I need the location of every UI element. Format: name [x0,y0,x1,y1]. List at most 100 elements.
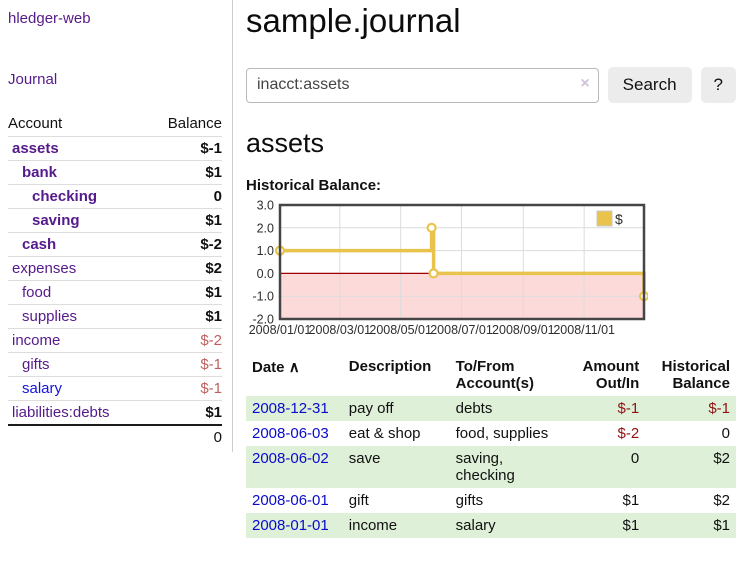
page-title: sample.journal [246,2,461,39]
transaction-description: save [348,450,381,467]
svg-text:1.0: 1.0 [257,244,274,258]
nav-journal-link[interactable]: Journal [8,71,58,88]
account-link[interactable]: supplies [22,308,78,325]
svg-text:0.0: 0.0 [257,267,274,281]
account-balance: $-1 [147,136,222,161]
transaction-balance: $2 [713,450,730,467]
register-header-date[interactable]: Date ∧ [246,354,343,396]
transaction-date-link[interactable]: 2008-06-03 [252,425,329,442]
svg-text:2008/11/01: 2008/11/01 [553,323,615,337]
transaction-date-link[interactable]: 2008-06-01 [252,492,329,509]
transaction-row: 2008-06-01 gift gifts $1 $2 [246,488,736,513]
account-link[interactable]: expenses [12,260,77,277]
account-balance: $1 [147,208,222,233]
search-input-wrap: × [246,67,599,103]
account-heading: assets [246,128,325,158]
transaction-description: income [348,517,398,534]
transaction-balance: $2 [713,492,730,509]
accounts-total-value: 0 [147,424,222,449]
account-link[interactable]: gifts [22,356,50,373]
svg-text:2008/05/01: 2008/05/01 [369,323,432,337]
brand: hledger-web [8,10,222,27]
account-row: liabilities:debts $1 [8,400,222,425]
plot-border [278,203,646,321]
svg-text:2008/01/01: 2008/01/01 [249,323,312,337]
transaction-accounts: food, supplies [455,425,549,442]
app-layout: hledger-web Journal Account Balance asse… [0,0,736,538]
clear-search-icon[interactable]: × [580,74,590,92]
account-link[interactable]: income [12,332,61,349]
register-header-accounts: To/From Account(s) [455,358,534,392]
account-balance: $-2 [147,328,222,353]
account-link[interactable]: salary [22,380,63,397]
account-link[interactable]: bank [22,164,58,181]
sort-ascending-icon: ∧ [288,359,300,376]
svg-text:2008/09/01: 2008/09/01 [492,323,555,337]
brand-link[interactable]: hledger-web [8,10,91,27]
transaction-amount: 0 [630,450,640,467]
transaction-accounts: debts [455,400,493,417]
account-link[interactable]: assets [12,140,59,157]
account-balance: $2 [147,256,222,281]
accounts-header-account: Account [8,115,63,132]
accounts-total-spacer [8,424,148,449]
account-balance: $-1 [147,352,222,377]
accounts-header-row: Account Balance [8,112,222,137]
date-header-label: Date [252,359,285,376]
transaction-date-link[interactable]: 2008-01-01 [252,517,329,534]
register-header-amount: Amount Out/In [582,358,640,392]
transaction-accounts: gifts [455,492,484,509]
register-header-balance: Historical Balance [661,358,730,392]
account-row: income $-2 [8,328,222,353]
register-header-description: Description [348,358,432,375]
transaction-description: pay off [348,400,394,417]
svg-text:3.0: 3.0 [257,200,274,213]
transaction-balance: 0 [721,425,730,442]
account-balance: $1 [147,304,222,329]
transaction-row: 2008-01-01 income salary $1 $1 [246,513,736,538]
account-balance: $1 [147,280,222,305]
account-row: assets $-1 [8,136,222,161]
transaction-description: gift [348,492,369,509]
account-link[interactable]: food [22,284,52,301]
transaction-balance: $-1 [708,400,730,417]
account-row: cash $-2 [8,232,222,257]
search-button[interactable]: Search [607,67,692,103]
transaction-date-link[interactable]: 2008-12-31 [252,400,329,417]
account-row: checking 0 [8,184,222,209]
account-link[interactable]: saving [32,212,80,229]
axis-tick-labels: 3.0 2.0 1.0 0.0 -1.0 -2.02008/01/012008/03/01… [249,200,615,337]
account-row: salary $-1 [8,376,222,401]
accounts-total-row: 0 [8,424,222,449]
chart-title: Historical Balance: [246,177,382,194]
accounts-table: Account Balance assets $-1 bank $1 check… [8,112,222,449]
account-balance: $1 [147,160,222,185]
account-row: supplies $1 [8,304,222,329]
transaction-row: 2008-06-02 save saving, checking 0 $2 [246,446,736,488]
search-input[interactable] [246,67,599,103]
transaction-row: 2008-06-03 eat & shop food, supplies $-2… [246,421,736,446]
account-row: food $1 [8,280,222,305]
register-header-row: Date ∧ Description To/From Account(s) Am… [246,354,736,396]
account-link[interactable]: checking [32,188,98,205]
transaction-description: eat & shop [348,425,421,442]
account-link[interactable]: liabilities:debts [12,404,110,421]
sidebar-nav: Journal [8,71,222,88]
search-help-button[interactable]: ? [700,67,736,103]
register-table: Date ∧ Description To/From Account(s) Am… [246,354,736,538]
transaction-row: 2008-12-31 pay off debts $-1 $-1 [246,396,736,421]
transaction-date-link[interactable]: 2008-06-02 [252,450,329,467]
sidebar: hledger-web Journal Account Balance asse… [0,0,233,452]
account-balance: $-1 [147,376,222,401]
accounts-header-balance: Balance [167,115,222,132]
transaction-amount: $-1 [617,400,640,417]
transaction-accounts: salary [455,517,496,534]
account-row: gifts $-1 [8,352,222,377]
svg-text:2008/03/01: 2008/03/01 [309,323,372,337]
transaction-amount: $-2 [617,425,640,442]
svg-text:-1.0: -1.0 [252,290,274,304]
legend-swatch [596,210,613,227]
transaction-amount: $1 [622,517,640,534]
account-row: expenses $2 [8,256,222,281]
account-link[interactable]: cash [22,236,57,253]
